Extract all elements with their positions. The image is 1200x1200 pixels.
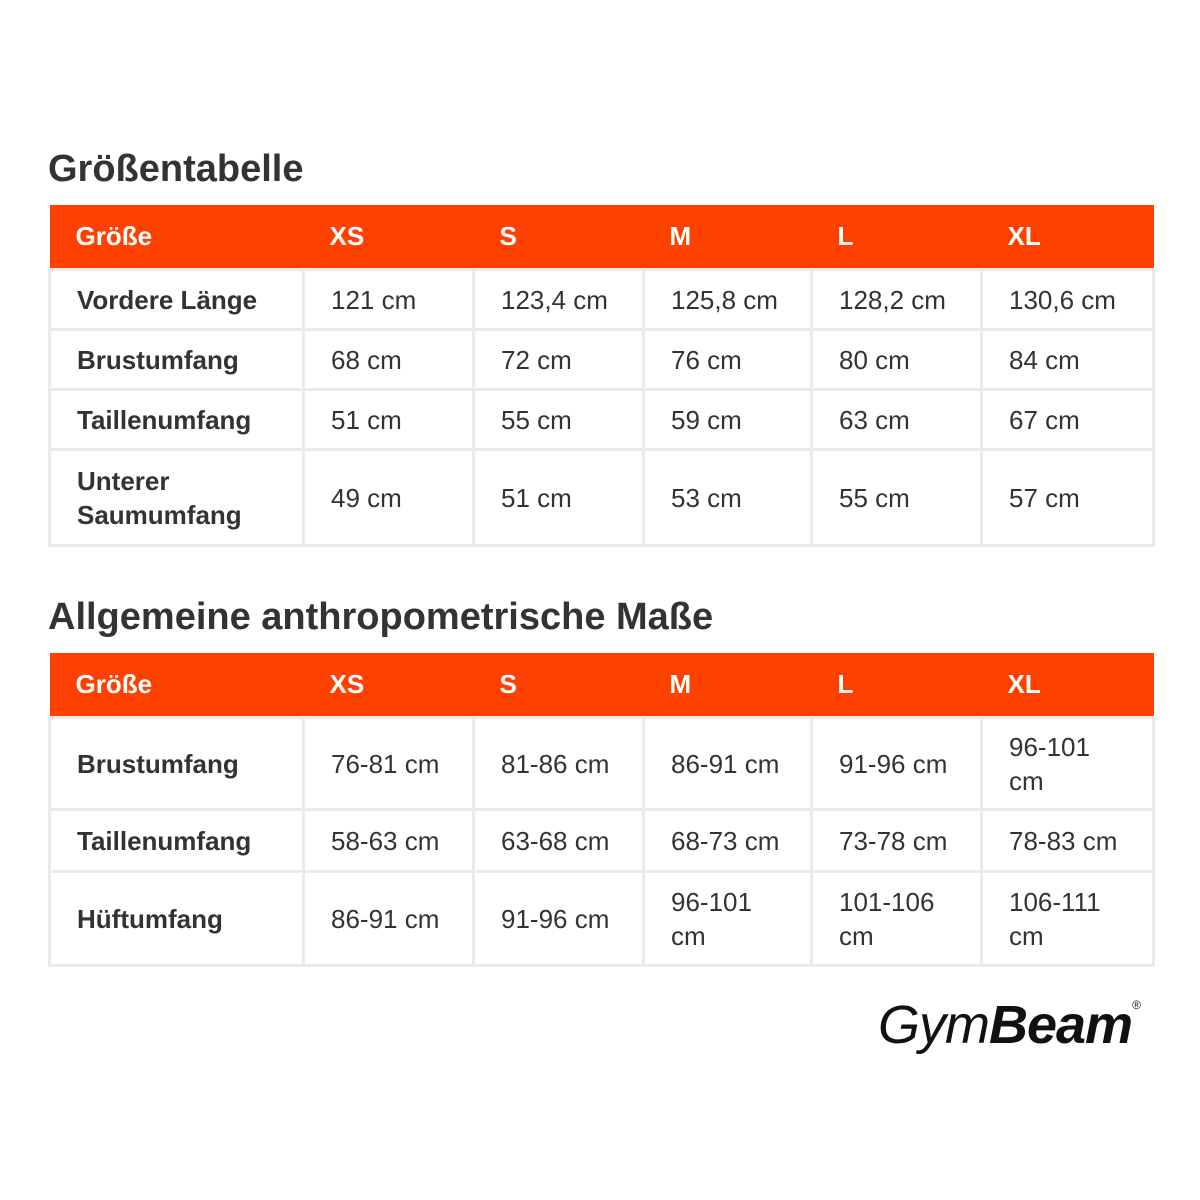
header-cell: L <box>811 653 982 718</box>
table-cell: 51 cm <box>302 388 475 451</box>
table-cell: 96-101 cm <box>980 716 1155 811</box>
table-cell: 86-91 cm <box>302 870 475 967</box>
table-cell: 53 cm <box>642 448 813 547</box>
table-cell: 101-106 cm <box>810 870 983 967</box>
header-cell: XS <box>303 653 474 718</box>
header-cell: M <box>643 205 812 270</box>
table-cell: 91-96 cm <box>810 716 983 811</box>
table-cell: 130,6 cm <box>980 268 1155 331</box>
table-row: Taillenumfang 51 cm 55 cm 59 cm 63 cm 67 cm <box>48 388 1155 451</box>
table-cell: 76-81 cm <box>302 716 475 811</box>
header-row: Größe XS S M L XL <box>49 205 1154 270</box>
table-cell: 59 cm <box>642 388 813 451</box>
row-label: Brustumfang <box>48 716 305 811</box>
row-label: Brustumfang <box>48 328 305 391</box>
table-cell: 57 cm <box>980 448 1155 547</box>
table-cell: 67 cm <box>980 388 1155 451</box>
table-cell: 86-91 cm <box>642 716 813 811</box>
table-row: Hüftumfang 86-91 cm 91-96 cm 96-101 cm 101-1… <box>48 870 1155 967</box>
table-cell: 81-86 cm <box>472 716 645 811</box>
table-cell: 106-111 cm <box>980 870 1155 967</box>
table-cell: 63 cm <box>810 388 983 451</box>
header-row: Größe XS S M L XL <box>49 653 1154 718</box>
table-row: Unterer Saumumfang 49 cm 51 cm 53 cm 55 cm 57… <box>48 448 1155 547</box>
row-label: Taillenumfang <box>48 808 305 873</box>
table-cell: 125,8 cm <box>642 268 813 331</box>
table-cell: 96-101 cm <box>642 870 813 967</box>
header-cell: Größe <box>49 653 304 718</box>
table-cell: 68-73 cm <box>642 808 813 873</box>
table-cell: 63-68 cm <box>472 808 645 873</box>
header-cell: S <box>473 653 644 718</box>
table-cell: 73-78 cm <box>810 808 983 873</box>
header-cell: XL <box>981 653 1154 718</box>
table-row: Vordere Länge 121 cm 123,4 cm 125,8 cm 128,2… <box>48 268 1155 331</box>
table-cell: 72 cm <box>472 328 645 391</box>
table-cell: 121 cm <box>302 268 475 331</box>
table-cell: 51 cm <box>472 448 645 547</box>
logo-mark: ® <box>1132 998 1141 1012</box>
table-row: Taillenumfang 58-63 cm 63-68 cm 68-73 cm 73-… <box>48 808 1155 873</box>
row-label: Hüftumfang <box>48 870 305 967</box>
table-cell: 49 cm <box>302 448 475 547</box>
table-cell: 78-83 cm <box>980 808 1155 873</box>
table-cell: 91-96 cm <box>472 870 645 967</box>
size-table: Größe XS S M L XL Vordere Länge 121 cm 123,4 cm 1… <box>48 205 1155 547</box>
logo-bold: Beam <box>989 995 1133 1055</box>
size-table: Größe XS S M L XL Brustumfang 76-81 cm 81-86 cm 8… <box>48 653 1155 967</box>
table-cell: 68 cm <box>302 328 475 391</box>
row-label: Taillenumfang <box>48 388 305 451</box>
table-cell: 84 cm <box>980 328 1155 391</box>
table-cell: 55 cm <box>810 448 983 547</box>
table-cell: 128,2 cm <box>810 268 983 331</box>
header-cell: XL <box>981 205 1154 270</box>
table-row: Brustumfang 76-81 cm 81-86 cm 86-91 cm 91-96… <box>48 716 1155 811</box>
header-cell: XS <box>303 205 474 270</box>
table-cell: 80 cm <box>810 328 983 391</box>
header-cell: M <box>643 653 812 718</box>
table-cell: 76 cm <box>642 328 813 391</box>
row-label: Unterer Saumumfang <box>48 448 305 547</box>
table-cell: 55 cm <box>472 388 645 451</box>
table-cell: 58-63 cm <box>302 808 475 873</box>
logo: GymBeam® <box>878 994 1141 1056</box>
table-cell: 123,4 cm <box>472 268 645 331</box>
header-cell: L <box>811 205 982 270</box>
row-label: Vordere Länge <box>48 268 305 331</box>
header-cell: Größe <box>49 205 304 270</box>
table-title: Allgemeine anthropometrische Maße <box>48 596 714 638</box>
table-row: Brustumfang 68 cm 72 cm 76 cm 80 cm 84 cm <box>48 328 1155 391</box>
table-title: Größentabelle <box>48 148 304 190</box>
logo-light: Gym <box>878 995 990 1055</box>
header-cell: S <box>473 205 644 270</box>
